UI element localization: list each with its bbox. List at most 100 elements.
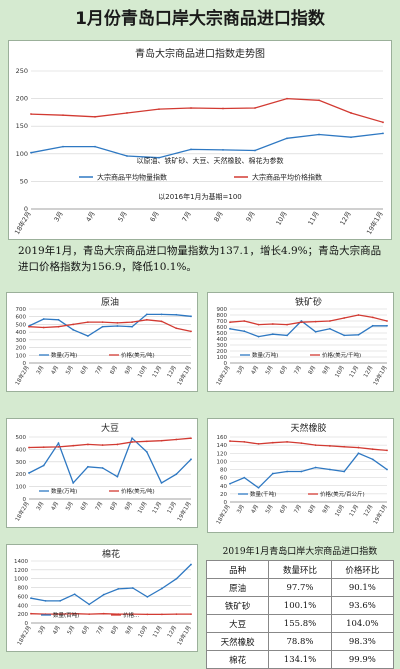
x-tick-label: 19年1月: [175, 500, 193, 523]
data-point: [87, 321, 89, 324]
y-tick-label: 200: [16, 472, 27, 478]
data-point: [254, 107, 256, 109]
x-tick-label: 8月: [109, 501, 120, 512]
y-tick-label: 0: [25, 621, 29, 627]
y-tick-label: 600: [16, 315, 27, 321]
data-point: [222, 107, 224, 110]
data-point: [357, 452, 360, 455]
data-point: [72, 323, 75, 326]
data-point: [271, 333, 274, 336]
table-cell: 大豆: [205, 614, 270, 633]
chart-title: 原油: [101, 296, 119, 308]
data-point: [117, 588, 120, 590]
data-point: [160, 439, 163, 442]
y-tick-label: 700: [217, 319, 228, 325]
x-tick-label: 10月: [136, 365, 148, 379]
data-point: [243, 440, 246, 443]
y-tick-label: 0: [224, 361, 228, 367]
y-tick-label: 0: [224, 500, 228, 506]
y-tick-label: 500: [217, 331, 228, 337]
data-point: [131, 613, 134, 616]
data-point: [175, 327, 178, 330]
x-tick-label: 19年1月: [371, 364, 389, 387]
table-row: 铁矿砂 100.1% 93.6%: [205, 596, 395, 615]
table-title: 2019年1月青岛口岸大宗商品进口指数: [222, 547, 378, 557]
data-point: [371, 324, 374, 327]
x-tick-label: 3月: [35, 365, 46, 376]
legend-label: 价格(美元/吨): [121, 487, 155, 495]
table-header-row: 品种 数量环比 价格环比: [205, 560, 395, 579]
y-tick-label: 200: [18, 612, 29, 618]
data-point: [314, 320, 317, 323]
data-point: [30, 151, 32, 154]
x-tick-label: 9月: [123, 365, 134, 376]
y-tick-label: 500: [16, 435, 27, 441]
soy-chart-panel: 大豆 0 100 200 300 400 500 18年2月 3月 4月 5月 6月 7月 8月 9月 10月…: [6, 418, 198, 528]
data-point: [254, 149, 256, 152]
legend-label: 大宗商品平均价格指数: [252, 173, 322, 182]
x-tick-label: 12月: [166, 365, 178, 379]
series-line-1: [28, 437, 192, 449]
data-point: [160, 320, 163, 323]
y-tick-label: 1000: [14, 577, 28, 583]
table-row: 原油 97.7% 90.1%: [205, 578, 395, 597]
x-tick-label: 11月: [348, 365, 360, 379]
data-point: [382, 132, 384, 135]
data-point: [94, 115, 96, 118]
summary-paragraph: 2019年1月，青岛大宗商品进口物量指数为137.1，增长4.9%；青岛大宗商品…: [18, 245, 382, 273]
data-point: [57, 325, 60, 328]
x-tick-label: 10月: [274, 210, 288, 227]
x-tick-label: 8月: [109, 625, 120, 636]
data-point: [42, 326, 45, 329]
data-point: [350, 136, 352, 139]
chart-title: 天然橡胶: [290, 422, 326, 434]
table-cell: 93.6%: [330, 596, 395, 615]
x-tick-label: 11月: [151, 501, 163, 515]
data-point: [145, 450, 148, 453]
x-tick-label: 5月: [64, 365, 75, 376]
y-tick-label: 50: [20, 177, 28, 185]
data-point: [131, 321, 133, 324]
x-tick-label: 7月: [180, 210, 192, 223]
y-tick-label: 100: [16, 150, 28, 158]
x-tick-label: 10月: [334, 504, 346, 518]
data-point: [161, 587, 163, 590]
data-point: [101, 321, 104, 324]
x-tick-label: 4月: [84, 210, 96, 223]
y-tick-label: 40: [220, 484, 227, 490]
table-header-cell: 价格环比: [330, 560, 395, 579]
table-cell: 90.1%: [330, 578, 395, 597]
y-tick-label: 300: [217, 343, 228, 349]
data-point: [57, 446, 60, 448]
data-point: [131, 437, 133, 440]
table-cell: 134.1%: [268, 650, 332, 669]
data-point: [271, 323, 274, 325]
data-point: [131, 325, 133, 328]
data-point: [158, 156, 160, 159]
data-point: [243, 320, 246, 322]
table-cell: 104.0%: [330, 614, 395, 633]
table-cell: 98.3%: [330, 632, 395, 651]
data-point: [371, 458, 374, 461]
series-line-0: [30, 564, 192, 606]
data-point: [131, 587, 134, 589]
data-point: [357, 333, 360, 336]
data-point: [102, 593, 105, 596]
x-tick-label: 18年2月: [13, 500, 31, 523]
x-tick-label: 19年1月: [371, 503, 389, 526]
data-point: [271, 441, 274, 444]
x-tick-label: 3月: [235, 504, 246, 515]
y-tick-label: 1400: [14, 559, 28, 565]
y-tick-label: 700: [16, 307, 27, 313]
data-point: [286, 137, 288, 140]
y-tick-label: 800: [217, 313, 228, 319]
data-point: [222, 149, 224, 151]
y-tick-label: 800: [18, 586, 29, 592]
y-tick-label: 0: [23, 497, 27, 503]
data-point: [160, 313, 163, 316]
data-point: [28, 472, 30, 474]
x-tick-label: 6月: [79, 365, 90, 376]
data-point: [318, 99, 320, 102]
y-tick-label: 200: [16, 95, 28, 103]
data-point: [116, 475, 119, 478]
